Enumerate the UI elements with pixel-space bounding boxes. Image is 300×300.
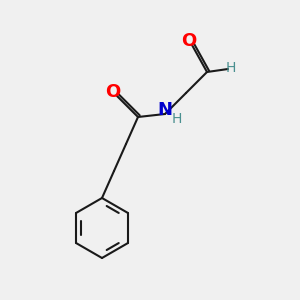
Text: N: N	[158, 100, 172, 118]
Text: O: O	[105, 82, 120, 100]
Text: H: H	[172, 112, 182, 125]
Text: H: H	[226, 61, 236, 74]
Text: O: O	[182, 32, 196, 50]
